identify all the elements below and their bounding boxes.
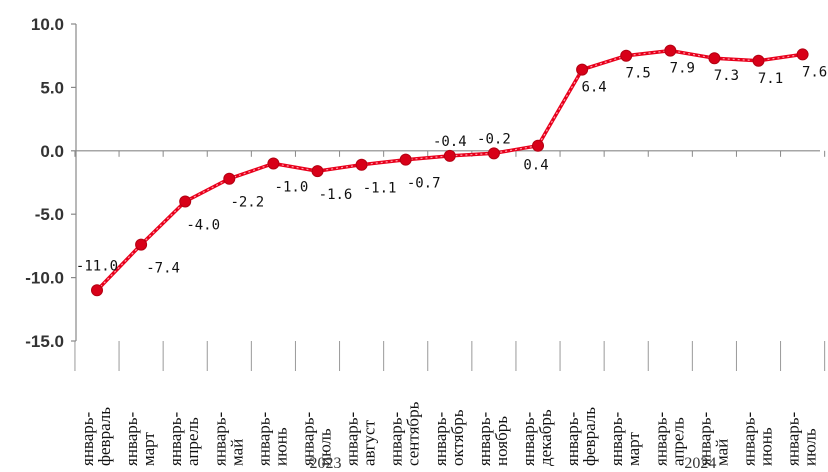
x-category-label: январь-декабрь: [519, 409, 555, 466]
data-label: -1.0: [275, 179, 309, 195]
x-category-label-line1: январь-: [519, 411, 538, 466]
x-category-label-line2: июль: [316, 428, 335, 466]
x-category-label-line1: январь-: [695, 411, 714, 466]
data-point: [311, 165, 324, 178]
data-point: [443, 149, 456, 162]
x-category-label: январь-июль: [784, 411, 820, 466]
data-label: -1.6: [319, 187, 353, 203]
data-point: [91, 284, 103, 297]
x-category-label: январь-сентябрь: [387, 401, 423, 466]
x-category-label-line2: август: [360, 419, 379, 466]
x-category-label-line2: март: [624, 432, 643, 466]
x-category-label-line1: январь-: [563, 411, 582, 466]
x-category-label: январь-март: [122, 411, 158, 466]
data-label: 7.9: [670, 61, 695, 77]
x-category-label-line1: январь-: [122, 411, 141, 466]
x-category-label-line1: январь-: [78, 411, 97, 466]
x-category-label: январь-март: [607, 411, 643, 466]
x-category-label-line2: февраль: [580, 407, 599, 466]
x-category-label-line1: январь-: [431, 411, 450, 466]
y-tick-label: -10.0: [25, 269, 64, 288]
year-label: 2024: [684, 455, 716, 472]
x-category-label-line1: январь-: [607, 411, 626, 466]
x-category-label: январь-август: [343, 411, 379, 466]
data-label: 7.5: [626, 66, 651, 82]
x-category-label-line1: январь-: [387, 411, 406, 466]
data-point: [664, 44, 677, 57]
x-category-label-line1: январь-: [343, 411, 362, 466]
data-label: -0.4: [433, 134, 467, 150]
x-category-label: январь-июнь: [740, 411, 776, 466]
data-point: [708, 52, 721, 65]
data-label: 7.3: [714, 68, 739, 84]
data-label: -0.7: [407, 176, 441, 192]
x-category-label: январь-июнь: [254, 411, 290, 466]
x-category-label-line2: апрель: [183, 417, 202, 466]
data-point: [135, 238, 148, 251]
y-tick-label: 5.0: [40, 78, 64, 97]
series-line-highlight: [96, 49, 803, 291]
data-point: [796, 48, 809, 61]
x-category-label-line2: октябрь: [448, 409, 467, 466]
data-point: [355, 158, 368, 171]
x-category-label: январь-февраль: [563, 407, 599, 466]
x-category-label-line1: январь-: [740, 411, 759, 466]
x-category-label-line2: февраль: [95, 407, 114, 466]
series-line: [95, 48, 803, 292]
x-category-label-line2: июнь: [757, 427, 776, 466]
data-label: -0.2: [477, 131, 511, 147]
x-category-label-line2: март: [139, 432, 158, 466]
x-category-label-line2: май: [227, 439, 246, 466]
x-category-label: январь-ноябрь: [475, 411, 511, 466]
year-label: 2023: [310, 455, 342, 472]
x-category-label-line2: июнь: [271, 427, 290, 466]
data-label: 7.1: [758, 71, 783, 87]
data-label: -11.0: [76, 258, 118, 274]
x-category-label-line1: январь-: [254, 411, 273, 466]
y-tick-label: -15.0: [25, 332, 64, 351]
x-category-label-line2: ноябрь: [492, 416, 511, 466]
data-point: [487, 147, 500, 160]
x-category-label: январь-июль: [299, 411, 335, 466]
data-label: -4.0: [186, 218, 220, 234]
x-category-label: январь-февраль: [78, 407, 114, 466]
data-label: 7.6: [802, 64, 827, 80]
data-point: [267, 157, 280, 170]
data-label: -2.2: [230, 195, 264, 211]
x-category-label: январь-май: [695, 411, 731, 466]
y-tick-label: -5.0: [35, 205, 64, 224]
x-category-label: январь-апрель: [651, 411, 687, 466]
data-point: [532, 139, 544, 152]
x-category-label-line2: май: [712, 439, 731, 466]
y-tick-label: 10.0: [31, 15, 64, 34]
x-category-label-line2: сентябрь: [404, 401, 423, 466]
x-category-label: январь-октябрь: [431, 409, 467, 466]
data-label: 6.4: [581, 80, 606, 96]
x-category-label-line1: январь-: [166, 411, 185, 466]
x-category-label-line1: январь-: [651, 411, 670, 466]
x-category-label: январь-май: [210, 411, 246, 466]
x-category-label-line1: январь-: [784, 411, 803, 466]
x-category-label-line2: апрель: [668, 417, 687, 466]
x-category-label: январь-апрель: [166, 411, 202, 466]
data-label: 0.4: [523, 158, 548, 174]
data-point: [399, 153, 412, 166]
x-category-label-line1: январь-: [475, 411, 494, 466]
x-category-label-line1: январь-: [210, 411, 229, 466]
data-label: -7.4: [146, 261, 180, 277]
data-label: -1.1: [363, 181, 397, 197]
data-point: [576, 63, 589, 76]
data-point: [223, 172, 236, 185]
x-category-label-line2: декабрь: [536, 409, 555, 466]
data-point: [752, 54, 765, 67]
data-point: [620, 49, 633, 62]
x-category-label-line2: июль: [801, 428, 820, 466]
y-tick-label: 0.0: [40, 142, 64, 161]
data-point: [179, 195, 192, 208]
x-category-label-line1: январь-: [299, 411, 318, 466]
